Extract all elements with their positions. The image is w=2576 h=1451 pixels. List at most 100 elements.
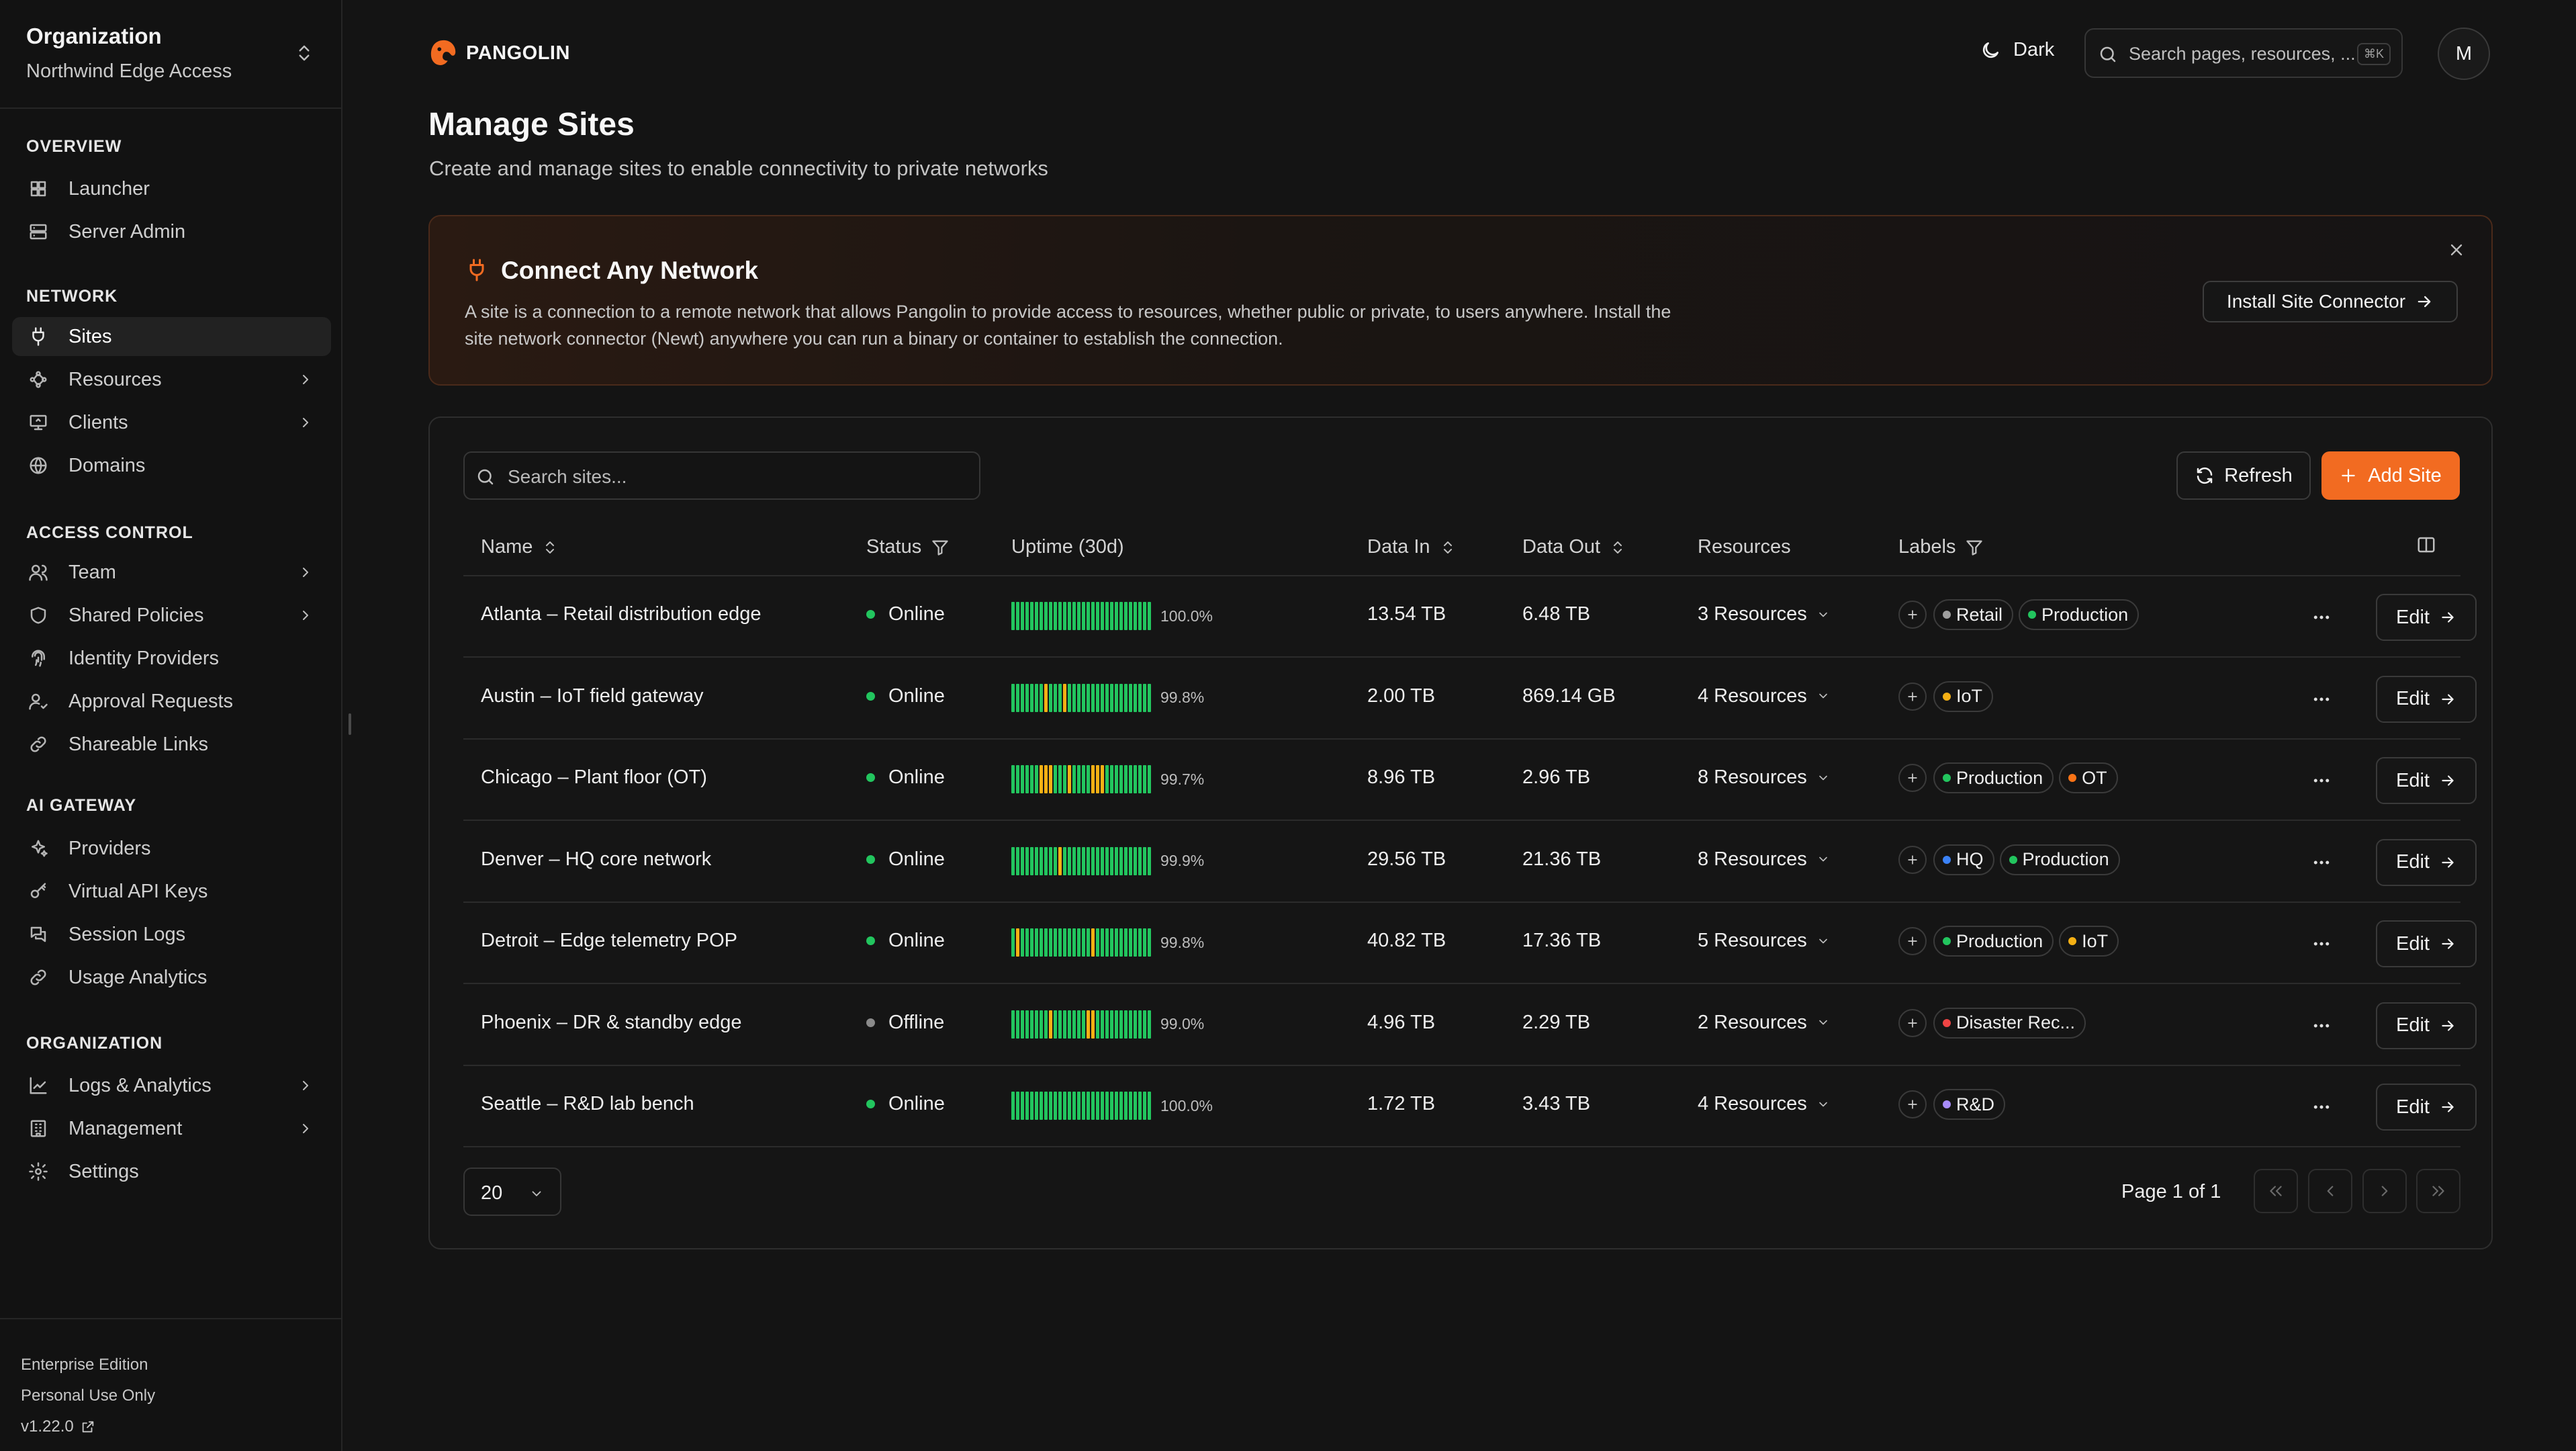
- next-page-button[interactable]: [2362, 1169, 2407, 1213]
- global-search-input[interactable]: Search pages, resources, ... ⌘K: [2084, 28, 2403, 78]
- last-page-button[interactable]: [2416, 1169, 2460, 1213]
- add-label-button[interactable]: [1898, 682, 1927, 711]
- resources-dropdown[interactable]: 2 Resources: [1698, 1012, 1830, 1034]
- sidebar-item-resources[interactable]: Resources: [12, 360, 331, 399]
- site-status: Online: [866, 766, 945, 789]
- table-row[interactable]: Austin – IoT field gateway Online 99.8% 2.0…: [463, 658, 2477, 740]
- column-header-data-in[interactable]: Data In: [1367, 536, 1456, 558]
- sidebar-item-team[interactable]: Team: [12, 553, 331, 592]
- more-horizontal-icon[interactable]: [2311, 1016, 2332, 1036]
- sidebar-item-providers[interactable]: Providers: [12, 829, 331, 868]
- table-row[interactable]: Denver – HQ core network Online 99.9% 29.56…: [463, 822, 2477, 903]
- column-data-out-label: Data Out: [1522, 536, 1601, 558]
- sidebar-item-identity-providers[interactable]: Identity Providers: [12, 639, 331, 678]
- add-label-button[interactable]: [1898, 927, 1927, 955]
- site-name[interactable]: Chicago – Plant floor (OT): [481, 766, 707, 788]
- resources-dropdown[interactable]: 5 Resources: [1698, 930, 1830, 952]
- edit-site-button[interactable]: Edit: [2376, 757, 2477, 804]
- column-header-data-out[interactable]: Data Out: [1522, 536, 1626, 558]
- label-chip[interactable]: Production: [1999, 844, 2120, 875]
- site-name[interactable]: Phoenix – DR & standby edge: [481, 1011, 742, 1033]
- table-row[interactable]: Chicago – Plant floor (OT) Online 99.7% 8.9…: [463, 740, 2477, 821]
- site-name[interactable]: Detroit – Edge telemetry POP: [481, 930, 737, 951]
- sidebar-item-management[interactable]: Management: [12, 1109, 331, 1148]
- brand-logo[interactable]: PANGOLIN: [428, 38, 570, 69]
- refresh-button[interactable]: Refresh: [2176, 451, 2311, 500]
- edit-site-button[interactable]: Edit: [2376, 838, 2477, 886]
- sidebar-item-session-logs[interactable]: Session Logs: [12, 915, 331, 954]
- more-horizontal-icon[interactable]: [2311, 852, 2332, 873]
- more-horizontal-icon[interactable]: [2311, 689, 2332, 709]
- table-row[interactable]: Seattle – R&D lab bench Online 100.0% 1.72 …: [463, 1066, 2477, 1147]
- sidebar-item-domains[interactable]: Domains: [12, 446, 331, 485]
- sidebar-item-settings[interactable]: Settings: [12, 1152, 331, 1191]
- uptime-bar: [1016, 928, 1019, 957]
- add-label-button[interactable]: [1898, 1090, 1927, 1118]
- org-switcher[interactable]: Organization Northwind Edge Access: [0, 0, 341, 109]
- more-horizontal-icon[interactable]: [2311, 934, 2332, 954]
- install-site-connector-button[interactable]: Install Site Connector: [2203, 281, 2458, 322]
- resources-dropdown[interactable]: 4 Resources: [1698, 685, 1830, 707]
- column-header-name[interactable]: Name: [481, 536, 558, 558]
- add-label-button[interactable]: [1898, 1008, 1927, 1037]
- more-horizontal-icon[interactable]: [2311, 771, 2332, 791]
- resources-dropdown[interactable]: 4 Resources: [1698, 1093, 1830, 1115]
- column-header-status[interactable]: Status: [866, 536, 950, 558]
- sidebar-item-logs-and-analytics[interactable]: Logs & Analytics: [12, 1066, 331, 1105]
- previous-page-button[interactable]: [2308, 1169, 2352, 1213]
- site-name[interactable]: Austin – IoT field gateway: [481, 685, 704, 707]
- uptime-bar: [1124, 846, 1128, 875]
- more-horizontal-icon[interactable]: [2311, 607, 2332, 627]
- label-chip[interactable]: Production: [1933, 926, 2054, 957]
- edit-site-button[interactable]: Edit: [2376, 1002, 2477, 1049]
- site-name[interactable]: Seattle – R&D lab bench: [481, 1093, 694, 1114]
- column-header-labels[interactable]: Labels: [1898, 536, 1984, 558]
- sidebar-item-virtual-api-keys[interactable]: Virtual API Keys: [12, 872, 331, 911]
- sidebar-item-clients[interactable]: Clients: [12, 403, 331, 442]
- first-page-button[interactable]: [2254, 1169, 2298, 1213]
- sidebar-item-usage-analytics[interactable]: Usage Analytics: [12, 958, 331, 997]
- sidebar-item-shared-policies[interactable]: Shared Policies: [12, 596, 331, 635]
- add-label-button[interactable]: [1898, 845, 1927, 874]
- table-row[interactable]: Atlanta – Retail distribution edge Online…: [463, 576, 2477, 658]
- sidebar-item-server-admin[interactable]: Server Admin: [12, 212, 331, 251]
- columns-icon[interactable]: [2416, 535, 2436, 555]
- label-chip[interactable]: Production: [2019, 599, 2140, 630]
- theme-toggle[interactable]: Dark: [1980, 39, 2054, 61]
- label-chip[interactable]: Production: [1933, 762, 2054, 793]
- sidebar-resize-handle[interactable]: [349, 713, 351, 735]
- add-label-button[interactable]: [1898, 601, 1927, 629]
- add-site-button[interactable]: Add Site: [2321, 451, 2460, 500]
- resources-dropdown[interactable]: 8 Resources: [1698, 848, 1830, 871]
- label-chip[interactable]: IoT: [2059, 926, 2119, 957]
- site-search-input[interactable]: Search sites...: [463, 451, 980, 500]
- resources-dropdown[interactable]: 8 Resources: [1698, 766, 1830, 789]
- label-chip[interactable]: Retail: [1933, 599, 2014, 630]
- table-row[interactable]: Detroit – Edge telemetry POP Online 99.8% 4…: [463, 903, 2477, 984]
- site-name[interactable]: Atlanta – Retail distribution edge: [481, 603, 762, 625]
- sidebar-item-sites[interactable]: Sites: [12, 317, 331, 356]
- edit-site-button[interactable]: Edit: [2376, 675, 2477, 723]
- edit-site-button[interactable]: Edit: [2376, 594, 2477, 641]
- status-label: Online: [888, 685, 945, 707]
- site-name[interactable]: Denver – HQ core network: [481, 848, 712, 870]
- edit-site-button[interactable]: Edit: [2376, 920, 2477, 967]
- sidebar-item-shareable-links[interactable]: Shareable Links: [12, 725, 331, 764]
- more-horizontal-icon[interactable]: [2311, 1097, 2332, 1117]
- page-size-select[interactable]: 20: [463, 1168, 561, 1216]
- close-icon[interactable]: [2447, 240, 2466, 259]
- resources-dropdown[interactable]: 3 Resources: [1698, 603, 1830, 625]
- label-chip[interactable]: IoT: [1933, 680, 1994, 712]
- sidebar-item-launcher[interactable]: Launcher: [12, 169, 331, 208]
- version-link[interactable]: v1.22.0: [21, 1417, 95, 1436]
- edit-site-button[interactable]: Edit: [2376, 1084, 2477, 1131]
- label-chip[interactable]: Disaster Rec...: [1933, 1007, 2086, 1039]
- table-row[interactable]: Phoenix – DR & standby edge Offline 99.0% 4…: [463, 985, 2477, 1066]
- add-label-button[interactable]: [1898, 764, 1927, 792]
- label-chip[interactable]: HQ: [1933, 844, 1994, 875]
- uptime-bar: [1129, 1092, 1132, 1120]
- sidebar-item-approval-requests[interactable]: Approval Requests: [12, 682, 331, 721]
- label-chip[interactable]: R&D: [1933, 1089, 2006, 1120]
- user-avatar[interactable]: M: [2438, 28, 2490, 80]
- label-chip[interactable]: OT: [2059, 762, 2118, 793]
